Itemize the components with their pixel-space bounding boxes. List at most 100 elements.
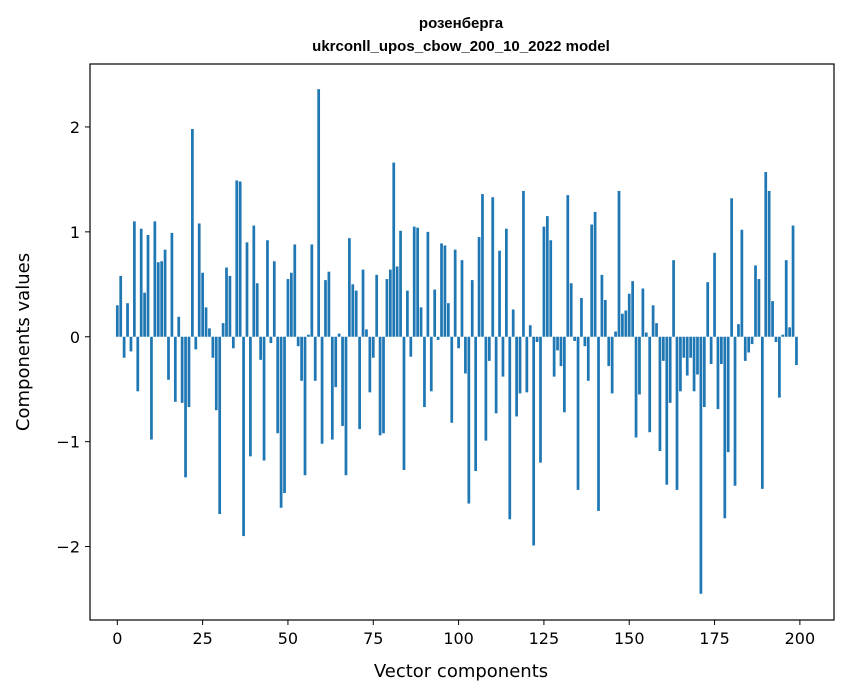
bar-70 xyxy=(354,290,358,337)
x-tick-label: 175 xyxy=(699,629,730,648)
bar-48 xyxy=(279,336,283,508)
bar-193 xyxy=(774,336,778,342)
bar-92 xyxy=(429,336,433,392)
bar-192 xyxy=(771,301,774,337)
bar-143 xyxy=(603,300,607,337)
bar-178 xyxy=(723,336,727,519)
bar-65 xyxy=(337,333,341,337)
bar-59 xyxy=(317,89,321,337)
bar-187 xyxy=(754,265,757,337)
bar-125 xyxy=(542,226,546,337)
bar-107 xyxy=(481,194,484,337)
bar-186 xyxy=(750,336,754,345)
bar-69 xyxy=(351,284,355,337)
bar-104 xyxy=(470,280,474,337)
bar-158 xyxy=(655,323,658,337)
bar-45 xyxy=(269,336,273,344)
bar-42 xyxy=(259,336,263,360)
bar-106 xyxy=(477,237,481,337)
y-axis-label: Components values xyxy=(13,253,34,431)
bar-185 xyxy=(747,336,751,353)
bar-130 xyxy=(559,336,563,367)
bar-184 xyxy=(743,336,747,361)
x-tick-label: 200 xyxy=(785,629,816,648)
bar-0 xyxy=(115,305,119,337)
bar-21 xyxy=(187,336,191,408)
bar-127 xyxy=(549,240,553,337)
x-tick-label: 125 xyxy=(529,629,560,648)
bar-133 xyxy=(569,283,573,337)
bar-31 xyxy=(221,323,225,337)
bar-179 xyxy=(726,336,730,453)
bar-2 xyxy=(122,336,126,358)
bar-15 xyxy=(167,336,170,380)
bar-96 xyxy=(443,245,447,337)
bar-63 xyxy=(330,336,334,440)
bar-29 xyxy=(214,336,218,411)
bar-51 xyxy=(289,272,293,337)
bar-132 xyxy=(566,195,570,337)
bar-58 xyxy=(313,336,317,381)
bar-138 xyxy=(586,336,590,381)
bar-195 xyxy=(781,334,785,337)
bar-9 xyxy=(146,235,150,337)
bar-73 xyxy=(365,329,368,337)
bar-175 xyxy=(713,252,716,337)
bar-151 xyxy=(631,281,635,337)
bar-103 xyxy=(467,336,471,504)
bar-97 xyxy=(446,303,450,337)
bar-55 xyxy=(303,336,307,476)
bar-33 xyxy=(228,275,232,337)
bar-14 xyxy=(163,249,167,337)
y-tick-label: −1 xyxy=(56,433,80,452)
bar-34 xyxy=(231,336,235,349)
bar-180 xyxy=(730,198,733,337)
bar-18 xyxy=(177,316,181,337)
bar-76 xyxy=(375,274,379,337)
bar-145 xyxy=(610,336,614,394)
bar-26 xyxy=(204,307,208,337)
bar-32 xyxy=(225,267,228,337)
bar-87 xyxy=(412,226,416,337)
bar-144 xyxy=(607,336,611,367)
bar-188 xyxy=(757,279,761,337)
bar-198 xyxy=(791,225,795,337)
bar-54 xyxy=(300,336,303,381)
bar-112 xyxy=(498,250,501,337)
bar-6 xyxy=(136,336,140,392)
bar-154 xyxy=(641,288,645,337)
bar-17 xyxy=(173,336,177,402)
bar-131 xyxy=(563,336,566,413)
bar-109 xyxy=(487,336,491,361)
bar-157 xyxy=(651,305,655,337)
bar-61 xyxy=(324,280,327,337)
bar-169 xyxy=(692,336,696,392)
bar-83 xyxy=(399,230,402,337)
bar-66 xyxy=(341,336,344,426)
bar-series xyxy=(115,89,798,594)
bar-57 xyxy=(310,244,314,337)
bar-126 xyxy=(545,216,549,337)
bar-160 xyxy=(661,336,665,361)
bar-164 xyxy=(675,336,679,490)
bar-155 xyxy=(644,332,648,337)
bar-27 xyxy=(208,328,211,337)
bar-8 xyxy=(143,292,146,337)
bar-98 xyxy=(450,336,454,423)
bar-67 xyxy=(344,336,348,476)
bar-93 xyxy=(433,289,437,337)
plot-area-frame xyxy=(89,63,835,621)
bar-167 xyxy=(685,336,689,376)
x-tick-label: 150 xyxy=(614,629,645,648)
bar-141 xyxy=(597,336,600,511)
bar-43 xyxy=(262,336,266,461)
bar-28 xyxy=(211,336,215,358)
bar-119 xyxy=(522,190,525,337)
bar-123 xyxy=(535,336,539,342)
bar-40 xyxy=(252,225,256,337)
bar-191 xyxy=(767,190,771,337)
bar-91 xyxy=(426,231,430,337)
bar-134 xyxy=(573,336,576,341)
bar-159 xyxy=(658,336,662,452)
bar-136 xyxy=(580,297,583,337)
